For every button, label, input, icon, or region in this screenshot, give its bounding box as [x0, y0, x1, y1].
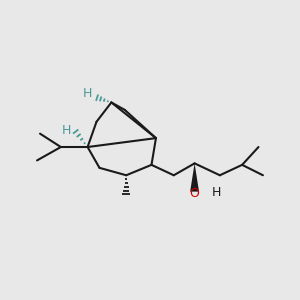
Text: H: H	[82, 87, 92, 100]
Text: O: O	[189, 187, 199, 200]
Text: H: H	[212, 186, 222, 199]
Text: H: H	[61, 124, 71, 136]
Polygon shape	[190, 164, 199, 192]
